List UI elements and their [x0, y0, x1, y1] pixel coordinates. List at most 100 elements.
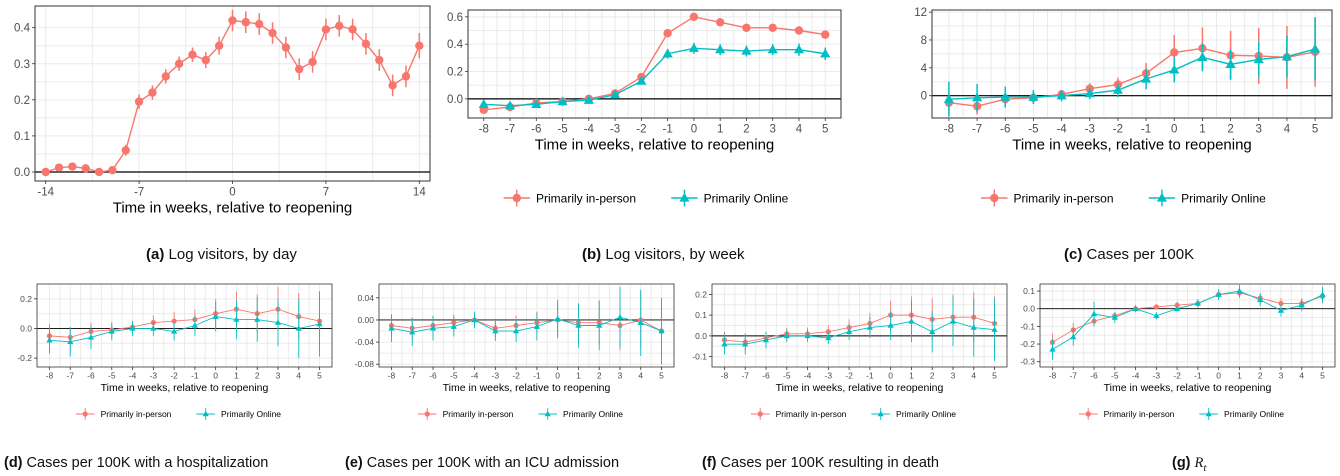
plot-frame	[467, 9, 842, 119]
legend-label: Primarily in-person	[443, 409, 514, 419]
x-tick-label: -2	[170, 371, 178, 381]
y-tick-label: -0.1	[692, 352, 707, 362]
x-tick-label: 4	[1299, 371, 1304, 381]
data-point	[233, 316, 240, 322]
legend-label: Primarily in-person	[101, 409, 172, 419]
x-tick-label: -5	[450, 371, 458, 381]
data-point	[214, 41, 224, 50]
data-point	[866, 324, 874, 330]
series-line	[483, 16, 826, 111]
data-point	[134, 97, 144, 106]
x-tick-label: -8	[944, 124, 954, 136]
y-tick-label: 0.1	[14, 131, 30, 143]
x-tick-label: 5	[659, 371, 664, 381]
x-tick-label: -1	[533, 371, 541, 381]
x-tick-label: 1	[909, 371, 914, 381]
data-point	[715, 18, 725, 27]
legend-key-marker	[544, 410, 551, 417]
legend-label: Primarily in-person	[776, 409, 847, 419]
caption-c-letter: (c)	[1064, 246, 1083, 263]
x-tick-label: -1	[1194, 371, 1202, 381]
data-point	[1197, 52, 1208, 62]
data-point	[609, 89, 621, 99]
series-online	[721, 296, 998, 361]
data-point	[1298, 301, 1305, 308]
caption-d-letter: (d)	[4, 455, 23, 471]
panel-g: -8 -7 -6 -5 -4 -3 -2 -1 0 1 2 3 4 5 -0.3 -0.2 -0.1 0.0 0.1…	[1020, 283, 1336, 420]
x-tick-label: 2	[255, 371, 260, 381]
x-tick-label: -6	[429, 371, 437, 381]
data-point	[887, 322, 894, 328]
data-point	[689, 12, 699, 22]
y-tick-label: 0.0	[1023, 304, 1035, 314]
data-point	[663, 29, 672, 38]
data-point	[504, 100, 516, 110]
data-point	[1111, 314, 1118, 320]
x-tick-label: 0	[691, 124, 697, 136]
x-tick-label: -7	[66, 371, 74, 381]
data-point	[1319, 291, 1326, 297]
x-tick-label: -4	[1056, 124, 1067, 136]
data-point	[1169, 64, 1180, 74]
y-tick-label: -0.3	[1020, 357, 1035, 367]
data-point	[794, 26, 804, 35]
legend-key-marker	[1085, 411, 1091, 417]
data-point	[268, 28, 277, 38]
x-tick-label: -7	[741, 371, 749, 381]
series-line	[1052, 292, 1323, 343]
x-axis-title: Time in weeks, relative to reopening	[776, 382, 944, 394]
y-tick-label: 8	[921, 35, 927, 47]
data-point	[67, 338, 74, 345]
x-tick-label: -4	[471, 371, 479, 381]
data-point	[450, 323, 457, 329]
y-tick-label: 0.4	[14, 23, 31, 35]
y-tick-label: 0.2	[20, 294, 32, 304]
data-point	[388, 325, 395, 331]
data-point	[1309, 43, 1321, 53]
x-tick-label: 2	[930, 371, 935, 381]
data-point	[943, 93, 955, 103]
series-line	[948, 47, 1316, 107]
legend-label: Primarily Online	[1181, 191, 1266, 205]
caption-g-letter: (g)	[1172, 455, 1191, 471]
data-point	[375, 55, 384, 65]
x-tick-label: -3	[492, 371, 500, 381]
data-point	[161, 72, 170, 81]
x-tick-label: 2	[1258, 371, 1263, 381]
x-tick-label: 1	[717, 124, 723, 136]
data-point	[845, 328, 853, 334]
y-tick-label: 0.0	[447, 94, 463, 106]
data-point	[616, 313, 624, 320]
y-tick-label: 0.1	[1023, 286, 1035, 296]
x-tick-label: 1	[1237, 371, 1242, 381]
legend-label: Primarily Online	[1224, 409, 1284, 419]
data-point	[821, 30, 830, 39]
y-tick-label: 0.4	[447, 39, 464, 51]
caption-e-letter: (e)	[345, 455, 363, 471]
data-point	[361, 39, 371, 49]
data-point	[742, 23, 751, 32]
data-point	[478, 99, 489, 108]
y-tick-label: 0.3	[14, 59, 30, 71]
series-line	[49, 308, 320, 338]
x-tick-label: -5	[783, 371, 791, 381]
data-point	[108, 328, 115, 334]
data-point	[254, 19, 264, 29]
legend-key-marker	[990, 193, 999, 203]
data-point	[662, 48, 673, 58]
x-tick-label: 0	[888, 371, 893, 381]
series-line	[948, 48, 1316, 100]
caption-b: (b) Log visitors, by week	[582, 246, 745, 263]
x-tick-label: -2	[512, 371, 520, 381]
data-point	[1278, 300, 1284, 307]
y-tick-label: -0.2	[17, 353, 32, 363]
data-point	[201, 55, 211, 65]
series-inperson	[41, 9, 424, 177]
data-point	[471, 316, 478, 323]
x-tick-label: -6	[1000, 124, 1010, 136]
x-tick-label: -3	[825, 371, 833, 381]
data-point	[148, 88, 157, 97]
data-point	[1070, 333, 1077, 340]
x-tick-label: 3	[770, 124, 776, 136]
